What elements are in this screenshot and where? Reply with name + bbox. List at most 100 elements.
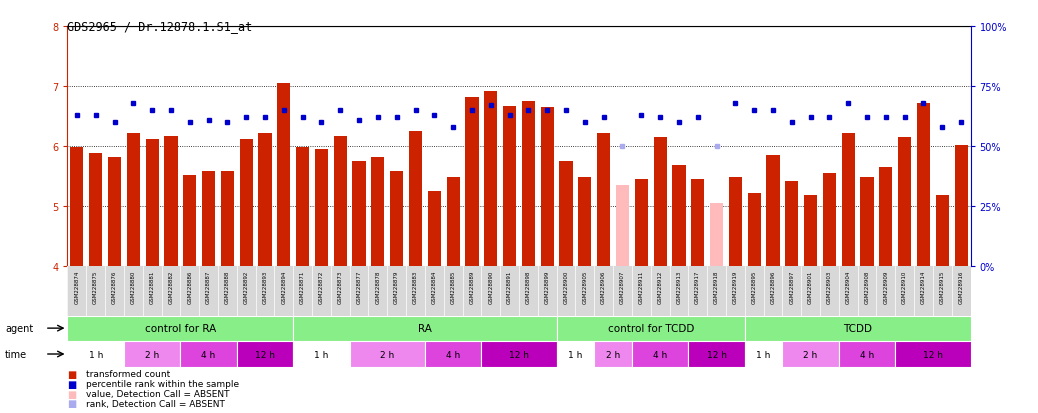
Text: GSM228885: GSM228885 bbox=[450, 270, 456, 303]
Bar bbox=[895, 341, 971, 367]
Bar bbox=[556, 316, 744, 341]
Bar bbox=[616, 185, 629, 266]
Bar bbox=[181, 341, 237, 367]
Bar bbox=[296, 148, 309, 266]
Bar bbox=[293, 341, 350, 367]
Bar bbox=[127, 133, 140, 266]
Bar bbox=[747, 193, 761, 266]
Bar bbox=[898, 138, 911, 266]
Text: GSM228911: GSM228911 bbox=[638, 270, 644, 303]
Text: GSM228916: GSM228916 bbox=[959, 270, 963, 303]
Bar bbox=[353, 161, 365, 266]
Bar bbox=[935, 196, 949, 266]
Text: percentile rank within the sample: percentile rank within the sample bbox=[86, 379, 240, 388]
Bar bbox=[237, 341, 294, 367]
Text: 1 h: 1 h bbox=[568, 350, 582, 358]
Text: GSM228894: GSM228894 bbox=[281, 270, 286, 303]
Text: GSM228879: GSM228879 bbox=[394, 270, 400, 303]
Text: 4 h: 4 h bbox=[201, 350, 216, 358]
Bar bbox=[164, 136, 177, 266]
Text: GSM228893: GSM228893 bbox=[263, 270, 268, 303]
Text: RA: RA bbox=[418, 323, 432, 333]
Bar bbox=[597, 133, 610, 266]
Bar bbox=[842, 133, 855, 266]
Text: GSM228897: GSM228897 bbox=[789, 270, 794, 303]
Bar bbox=[145, 140, 159, 266]
Bar bbox=[503, 107, 516, 266]
Bar bbox=[578, 178, 592, 266]
Bar bbox=[654, 138, 666, 266]
Text: GSM228919: GSM228919 bbox=[733, 270, 738, 303]
Text: control for RA: control for RA bbox=[144, 323, 216, 333]
Bar bbox=[293, 316, 556, 341]
Text: 2 h: 2 h bbox=[145, 350, 159, 358]
Text: GSM228900: GSM228900 bbox=[564, 270, 569, 303]
Text: GSM228888: GSM228888 bbox=[225, 270, 229, 303]
Bar bbox=[691, 180, 705, 266]
Text: 4 h: 4 h bbox=[653, 350, 667, 358]
Text: 1 h: 1 h bbox=[88, 350, 103, 358]
Text: transformed count: transformed count bbox=[86, 369, 170, 378]
Text: GSM228883: GSM228883 bbox=[413, 270, 418, 303]
Text: 2 h: 2 h bbox=[380, 350, 394, 358]
Bar bbox=[425, 341, 482, 367]
Text: GSM228906: GSM228906 bbox=[601, 270, 606, 303]
Bar bbox=[766, 156, 780, 266]
Bar bbox=[522, 102, 535, 266]
Text: ■: ■ bbox=[67, 369, 77, 379]
Text: GSM228898: GSM228898 bbox=[526, 270, 530, 303]
Bar bbox=[839, 341, 895, 367]
Text: TCDD: TCDD bbox=[843, 323, 872, 333]
Bar bbox=[315, 150, 328, 266]
Text: 12 h: 12 h bbox=[255, 350, 275, 358]
Bar bbox=[745, 316, 971, 341]
Bar bbox=[89, 154, 103, 266]
Text: GSM228875: GSM228875 bbox=[93, 270, 99, 303]
Text: GSM228878: GSM228878 bbox=[376, 270, 380, 303]
Text: GSM228912: GSM228912 bbox=[658, 270, 662, 303]
Text: GSM228874: GSM228874 bbox=[75, 270, 79, 303]
Text: GSM228882: GSM228882 bbox=[168, 270, 173, 303]
Text: GSM228896: GSM228896 bbox=[770, 270, 775, 303]
Text: 1 h: 1 h bbox=[315, 350, 329, 358]
Bar bbox=[221, 172, 234, 266]
Bar bbox=[350, 341, 425, 367]
Text: 1 h: 1 h bbox=[757, 350, 771, 358]
Text: GSM228891: GSM228891 bbox=[508, 270, 512, 303]
Bar bbox=[594, 341, 632, 367]
Bar bbox=[67, 316, 294, 341]
Bar bbox=[785, 181, 798, 266]
Text: ■: ■ bbox=[67, 389, 77, 399]
Bar bbox=[71, 148, 83, 266]
Bar bbox=[202, 172, 215, 266]
Text: GSM228913: GSM228913 bbox=[677, 270, 681, 303]
Text: time: time bbox=[5, 349, 27, 359]
Bar bbox=[108, 157, 121, 266]
Text: GSM228877: GSM228877 bbox=[357, 270, 361, 303]
Bar bbox=[333, 136, 347, 266]
Text: GSM228886: GSM228886 bbox=[187, 270, 192, 303]
Text: GDS2965 / Dr.12878.1.S1_at: GDS2965 / Dr.12878.1.S1_at bbox=[67, 20, 252, 33]
Bar bbox=[372, 157, 384, 266]
Bar bbox=[409, 132, 422, 266]
Text: GSM228884: GSM228884 bbox=[432, 270, 437, 303]
Text: GSM228901: GSM228901 bbox=[809, 270, 813, 303]
Text: GSM228887: GSM228887 bbox=[207, 270, 211, 303]
Text: 12 h: 12 h bbox=[509, 350, 529, 358]
Text: GSM228872: GSM228872 bbox=[319, 270, 324, 303]
Text: GSM228876: GSM228876 bbox=[112, 270, 117, 303]
Text: GSM228899: GSM228899 bbox=[545, 270, 550, 303]
Text: GSM228905: GSM228905 bbox=[582, 270, 588, 303]
Text: value, Detection Call = ABSENT: value, Detection Call = ABSENT bbox=[86, 389, 229, 398]
Bar bbox=[240, 140, 253, 266]
Bar bbox=[634, 180, 648, 266]
Bar bbox=[823, 173, 836, 266]
Text: 4 h: 4 h bbox=[446, 350, 460, 358]
Bar bbox=[446, 178, 460, 266]
Text: 2 h: 2 h bbox=[803, 350, 818, 358]
Bar bbox=[879, 168, 893, 266]
Text: GSM228907: GSM228907 bbox=[620, 270, 625, 303]
Bar bbox=[556, 341, 594, 367]
Text: 4 h: 4 h bbox=[859, 350, 874, 358]
Bar bbox=[688, 341, 745, 367]
